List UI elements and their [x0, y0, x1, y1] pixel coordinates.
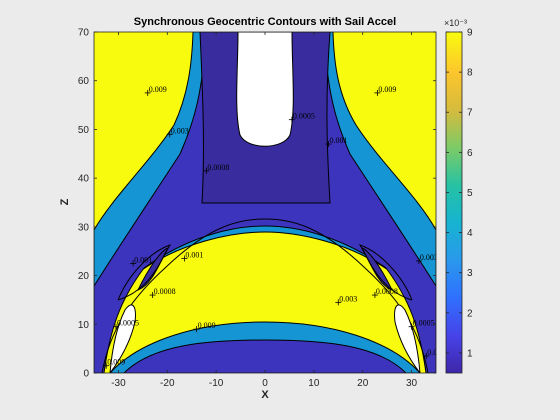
contour-label-text: 0.0008 [376, 287, 398, 296]
colorbar: 1 2 3 4 5 6 7 8 9 ×10⁻³ [444, 18, 473, 373]
contour-label-text: 0.003 [420, 253, 438, 262]
y-tick-label: 0 [83, 369, 89, 380]
y-tick-label: 60 [78, 76, 90, 87]
x-tick-label: 0 [262, 378, 268, 389]
contour-label-text: 0.009 [198, 321, 216, 330]
colorbar-exponent: ×10⁻³ [444, 18, 467, 28]
x-tick-label: -30 [111, 378, 126, 389]
contour-label-text: 0.003 [171, 126, 189, 135]
y-tick-label: 30 [78, 222, 90, 233]
contour-label-text: 0.009 [107, 358, 125, 367]
contour-label-text: 0.009 [378, 85, 396, 94]
y-axis-label: Z [59, 198, 71, 205]
colorbar-tick-label: 2 [467, 308, 473, 319]
plot-area: 0.009 0.003 0.0008 0.0005 0.001 0.009 0.001 0.0… [94, 32, 445, 373]
contour-label-text: 0.001 [134, 255, 152, 264]
colorbar-tick-label: 9 [467, 28, 473, 39]
y-tick-label: 70 [78, 28, 90, 39]
x-tick-label: 20 [357, 378, 369, 389]
white-region-top [237, 32, 294, 146]
x-tick-label: 30 [406, 378, 418, 389]
y-tick-label: 10 [78, 320, 90, 331]
colorbar-tick-label: 8 [467, 68, 473, 79]
colorbar-tick-label: 7 [467, 108, 473, 119]
x-tick-label: -10 [209, 378, 224, 389]
colorbar-tick-label: 3 [467, 268, 473, 279]
contour-label-text: 0.0005 [293, 112, 315, 121]
colorbar-tick-label: 4 [467, 228, 473, 239]
y-tick-label: 20 [78, 271, 90, 282]
x-axis-label: X [261, 389, 269, 401]
x-tick-label: 10 [308, 378, 320, 389]
y-tick-label: 50 [78, 125, 90, 136]
contour-label-text: 0.009 [149, 85, 167, 94]
colorbar-tick-label: 1 [467, 348, 473, 359]
x-tick-label: -20 [160, 378, 175, 389]
y-tick-label: 40 [78, 174, 90, 185]
colorbar-gradient [446, 32, 462, 373]
contour-label-text: 0.0008 [154, 287, 176, 296]
contour-label-text: 0.001 [185, 251, 203, 260]
contour-label-text: 0.0005 [117, 319, 139, 328]
contour-label-text: 0.003 [339, 294, 357, 303]
colorbar-tick-label: 6 [467, 148, 473, 159]
contour-label-text: 0.0005 [413, 319, 435, 328]
colorbar-tick-label: 5 [467, 188, 473, 199]
contour-label-text: 0.0008 [207, 163, 229, 172]
contour-label-text: 0.001 [330, 136, 348, 145]
chart-title: Synchronous Geocentric Contours with Sai… [134, 16, 396, 28]
